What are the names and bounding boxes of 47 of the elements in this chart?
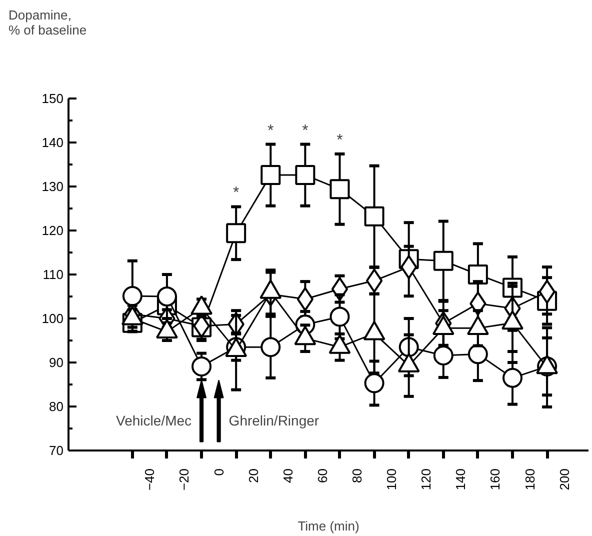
point <box>502 368 522 388</box>
point <box>468 264 488 284</box>
point <box>364 206 384 226</box>
point <box>296 287 314 312</box>
data-label: * <box>302 122 308 140</box>
x-tick-label: 120 <box>418 468 434 490</box>
x-tick-label: 140 <box>453 468 468 490</box>
point <box>433 250 454 271</box>
x-tick-label: 80 <box>350 468 365 483</box>
point <box>330 306 350 327</box>
point <box>433 345 454 366</box>
point <box>468 344 488 364</box>
y-tick-label: 140 <box>42 135 64 150</box>
y-axis-title: Dopamine, % of baseline <box>8 8 87 38</box>
x-tick-label: 160 <box>488 468 503 490</box>
x-tick-label: 20 <box>246 468 261 483</box>
data-label: * <box>336 132 343 149</box>
y-tick-label: 110 <box>42 267 64 282</box>
x-tick-label: 60 <box>314 468 330 483</box>
x-tick-label: 40 <box>280 468 296 483</box>
x-tick-label: −40 <box>142 468 158 491</box>
y-tick-label: 150 <box>42 91 64 106</box>
y-tick-label: 100 <box>42 311 64 326</box>
x-tick-label: 0 <box>211 468 226 476</box>
point <box>295 165 316 186</box>
data-label: * <box>232 184 240 202</box>
y-tick-label: 80 <box>49 399 64 414</box>
x-tick-label: −20 <box>176 468 192 491</box>
ref-line-label: Ghrelin/Ringer <box>228 412 320 428</box>
y-tick-label: 70 <box>49 443 64 458</box>
point <box>156 286 177 306</box>
y-tick-label: 130 <box>42 179 64 194</box>
data-label: * <box>268 122 274 140</box>
point <box>364 373 384 394</box>
point <box>122 286 142 306</box>
y-tick-label: 90 <box>49 355 64 370</box>
x-axis-title: Time (min) <box>298 518 360 534</box>
x-tick-label: 100 <box>384 468 400 490</box>
point <box>226 223 246 244</box>
y-tick-label: 120 <box>42 223 64 238</box>
point <box>192 356 212 376</box>
point <box>260 165 281 186</box>
x-tick-label: 200 <box>556 468 572 490</box>
ref-line-label: Vehicle/Mec <box>116 412 192 428</box>
point <box>330 179 350 200</box>
x-tick-label: 180 <box>522 468 538 490</box>
point <box>260 337 281 358</box>
